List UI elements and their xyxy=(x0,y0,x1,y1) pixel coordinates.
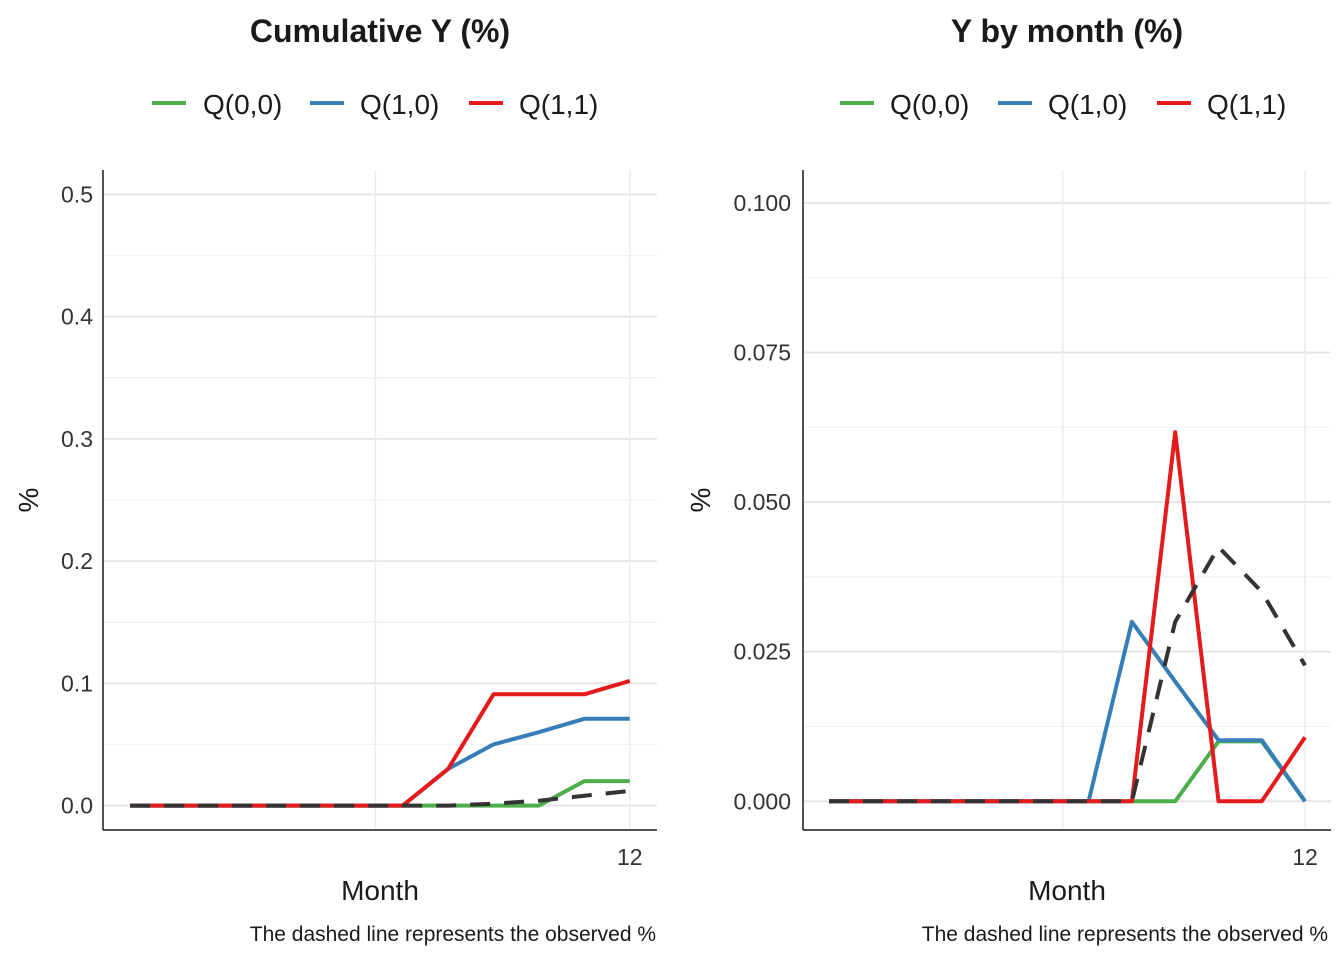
panel-cumulative: Cumulative Y (%) Q(0,0) Q(1,0) Q(1,1) 0.… xyxy=(13,13,657,946)
legend: Q(0,0) Q(1,0) Q(1,1) xyxy=(152,89,598,120)
legend: Q(0,0) Q(1,0) Q(1,1) xyxy=(840,89,1286,120)
observed-dashed-line xyxy=(130,788,631,808)
y-tick-label: 0.025 xyxy=(733,639,791,665)
y-axis-title: % xyxy=(13,488,44,513)
chart-caption: The dashed line represents the observed … xyxy=(250,923,656,946)
plot-lines xyxy=(829,430,1307,804)
observed-dashed-line xyxy=(829,545,1307,804)
x-tick-label: 12 xyxy=(1292,844,1318,870)
y-tick-label: 0.000 xyxy=(733,788,791,814)
y-tick-label: 0.1 xyxy=(61,670,93,696)
legend-label-q11: Q(1,1) xyxy=(1207,89,1286,120)
gridlines xyxy=(103,170,657,830)
x-tick-label: 12 xyxy=(617,844,643,870)
x-axis-title: Month xyxy=(341,875,419,906)
legend-label-q10: Q(1,0) xyxy=(360,89,439,120)
chart-title: Y by month (%) xyxy=(951,13,1183,49)
legend-label-q00: Q(0,0) xyxy=(203,89,282,120)
series-line-Q(1,1) xyxy=(130,678,631,808)
y-tick-label: 0.4 xyxy=(61,304,93,330)
y-tick-label: 0.2 xyxy=(61,548,93,574)
y-tick-labels: 0.000 0.025 0.050 0.075 0.100 xyxy=(733,190,791,814)
chart-caption: The dashed line represents the observed … xyxy=(922,923,1328,946)
y-tick-label: 0.050 xyxy=(733,489,791,515)
x-tick-labels: 12 xyxy=(1292,844,1318,870)
legend-label-q00: Q(0,0) xyxy=(890,89,969,120)
chart-title: Cumulative Y (%) xyxy=(250,13,510,49)
y-tick-label: 0.075 xyxy=(733,340,791,366)
y-tick-labels: 0.0 0.1 0.2 0.3 0.4 0.5 xyxy=(61,181,93,818)
series-line-Q(0,0) xyxy=(130,779,630,808)
series-line-Q(1,1) xyxy=(829,430,1307,804)
y-tick-label: 0.0 xyxy=(61,793,93,819)
panel-by-month: Y by month (%) Q(0,0) Q(1,0) Q(1,1) 0.00… xyxy=(685,13,1331,946)
y-tick-label: 0.5 xyxy=(61,181,93,207)
gridlines xyxy=(803,170,1331,830)
y-axis-title: % xyxy=(685,488,716,513)
series-line-Q(1,0) xyxy=(130,716,630,808)
y-tick-label: 0.100 xyxy=(733,190,791,216)
series-line-Q(0,0) xyxy=(829,739,1307,804)
plot-lines xyxy=(130,678,631,808)
series-line-Q(1,0) xyxy=(829,619,1307,804)
x-axis-title: Month xyxy=(1028,875,1106,906)
x-tick-labels: 12 xyxy=(617,844,643,870)
y-tick-label: 0.3 xyxy=(61,426,93,452)
legend-label-q11: Q(1,1) xyxy=(519,89,598,120)
legend-label-q10: Q(1,0) xyxy=(1048,89,1127,120)
